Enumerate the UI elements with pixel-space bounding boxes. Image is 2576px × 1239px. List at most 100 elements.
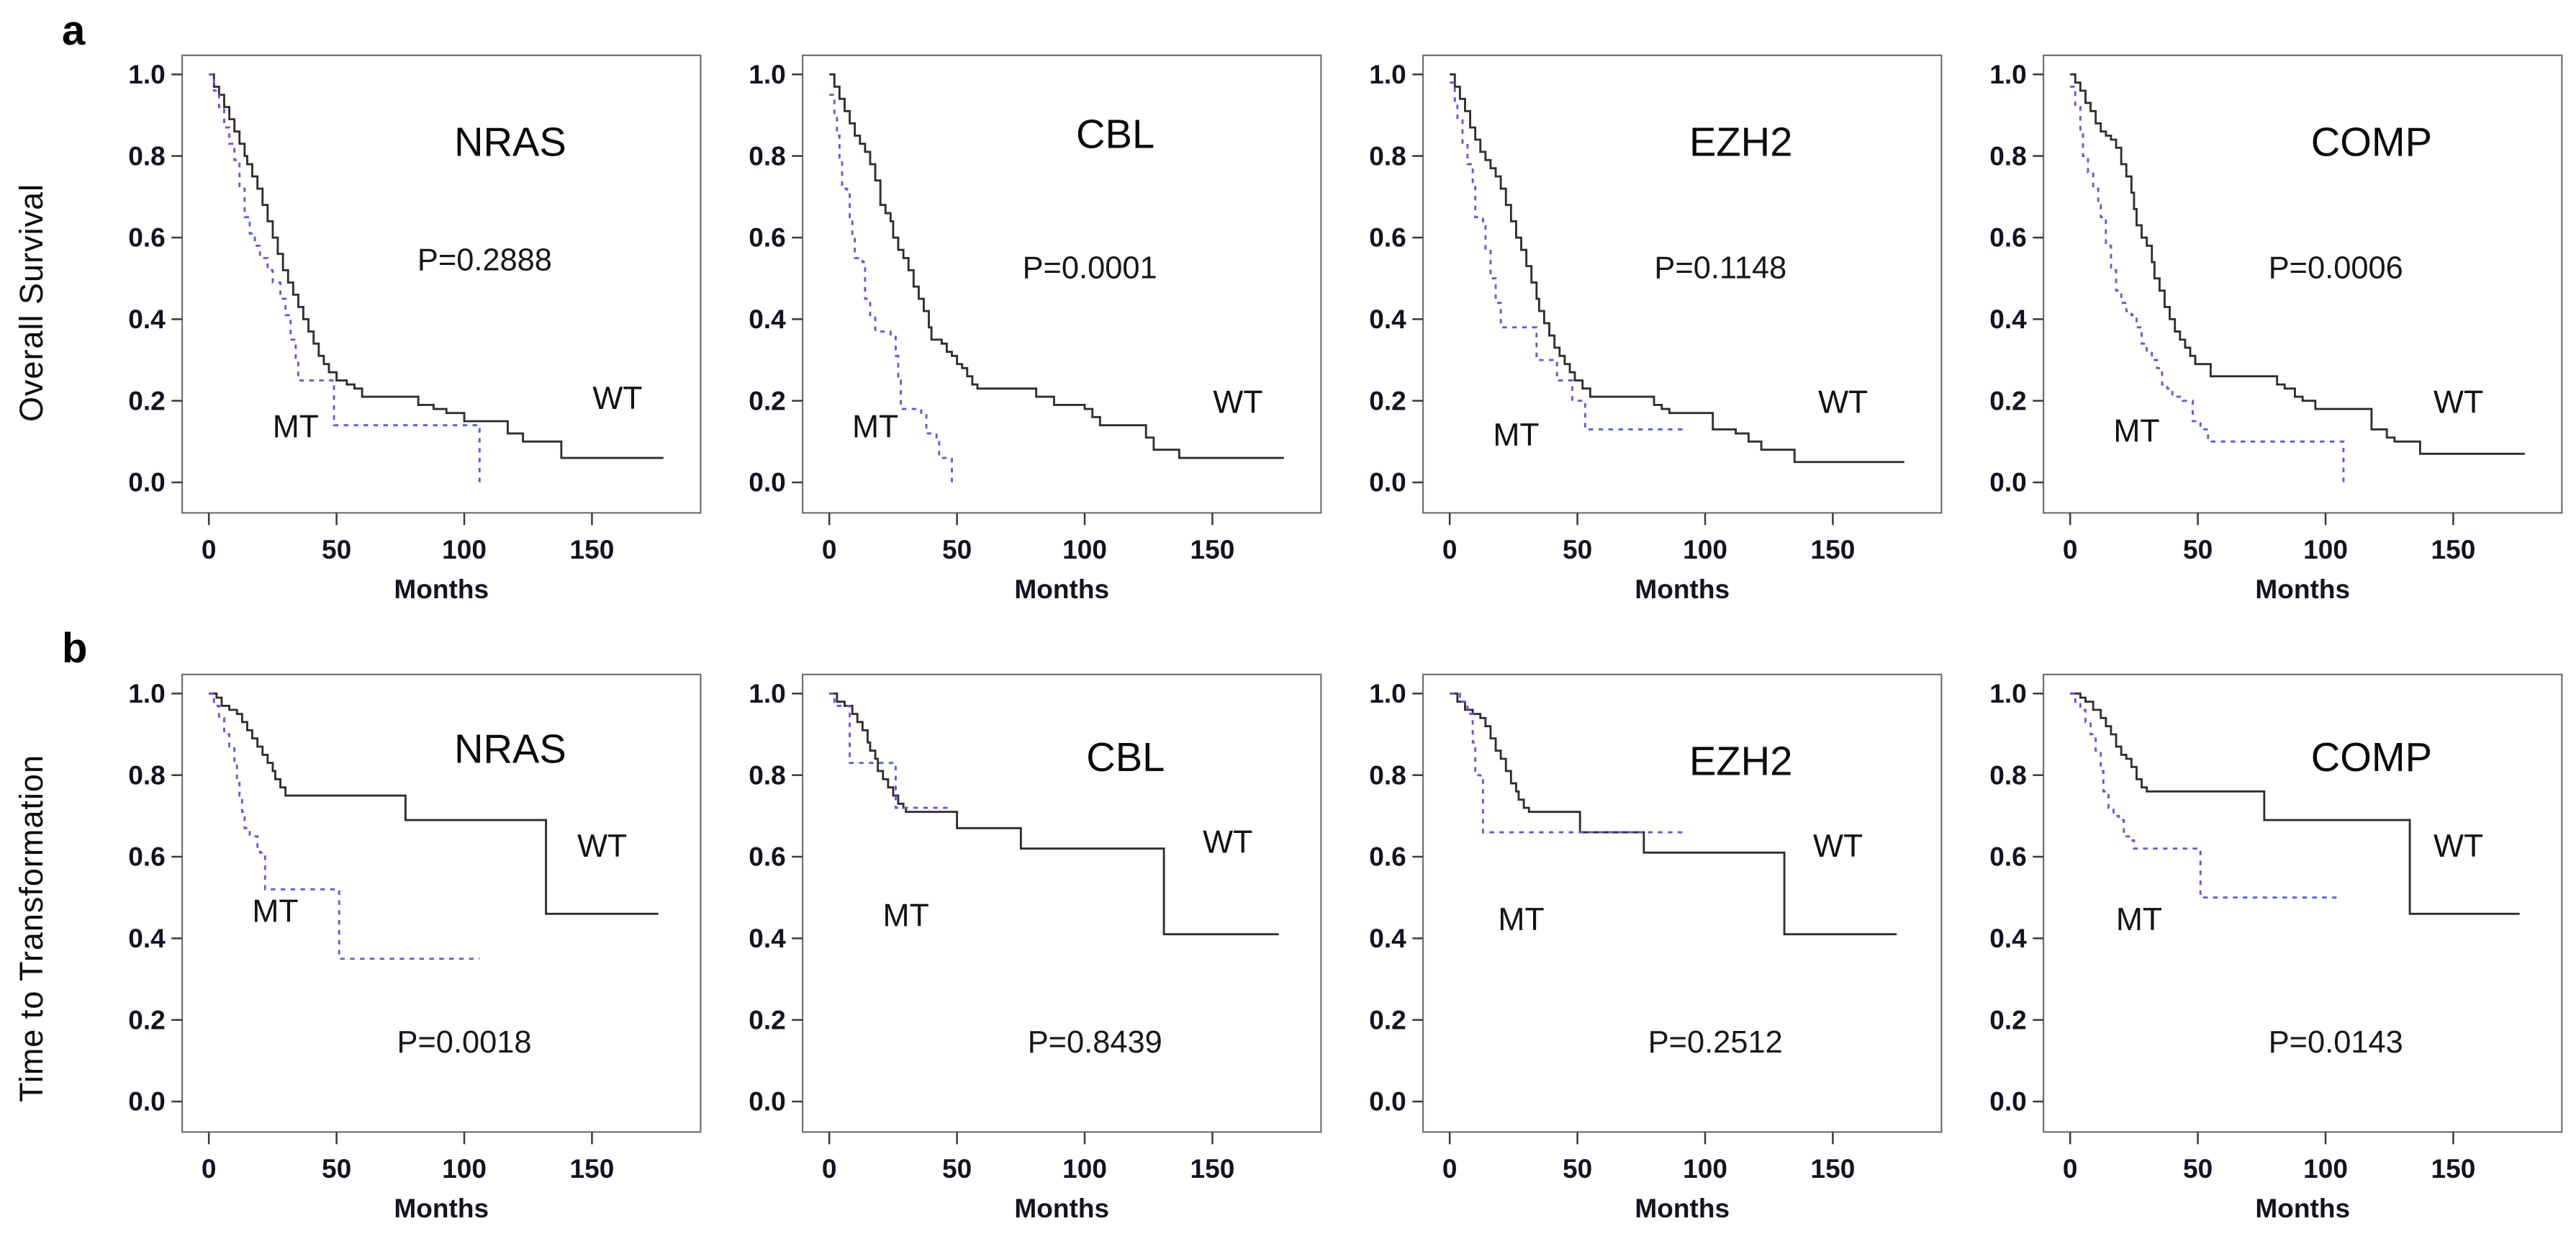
y-tick-label: 0.8 [749,140,786,171]
y-tick-label: 1.0 [1369,678,1406,708]
gene-title: COMP [2311,120,2432,165]
p-value-label: P=0.1148 [1654,251,1786,286]
y-tick-label: 0.0 [1369,1086,1406,1117]
plot-box [1422,673,1943,1133]
y-tick-label: 0.4 [128,304,166,334]
wt-label: WT [1813,829,1863,864]
x-tick-label: 50 [2183,534,2213,564]
x-tick-label: 100 [442,1153,487,1184]
x-tick-label: 0 [2063,1153,2078,1184]
km-panel-a-nras: 1.0 0.8 0.6 0.4 0.2 0.0 0 50 100 150 Months NRAS P=0… [91,24,708,605]
y-tick-label: 0.6 [1369,842,1406,872]
x-tick-label: 150 [1190,1153,1235,1184]
x-axis-title: Months [1014,574,1109,604]
y-tick-label: 0.6 [749,222,786,253]
wt-label: WT [577,829,627,864]
p-value-label: P=0.0001 [1023,251,1157,286]
y-tick-label: 0.4 [1369,923,1406,953]
y-tick-label: 0.6 [1989,222,2027,253]
y-tick-label: 0.4 [1989,304,2027,334]
mt-curve [209,692,480,960]
y-tick-label: 0.4 [128,923,166,953]
x-axis-title: Months [394,574,489,604]
wt-curve [2070,692,2520,915]
row-a-ylabel: Overall Survival [13,183,50,422]
km-chart-a-ezh2: 1.0 0.8 0.6 0.4 0.2 0.0 0 50 100 150 Months EZH2 P=0… [1369,54,1943,604]
km-panel-a-comp: 1.0 0.8 0.6 0.4 0.2 0.0 0 50 100 150 Months COMP P=0… [1952,24,2570,605]
y-tick-label: 1.0 [128,678,166,708]
gene-title: COMP [2311,734,2432,780]
x-tick-label: 100 [1683,1153,1727,1184]
mt-curve [1450,692,1685,834]
wt-curve [2070,73,2525,455]
km-panel-b-cbl: 1.0 0.8 0.6 0.4 0.2 0.0 0 50 100 150 Months CBL P=0.… [711,644,1329,1224]
y-tick-label: 0.4 [1369,304,1406,334]
x-tick-label: 150 [2431,534,2476,564]
p-value-label: P=0.2888 [417,243,552,277]
wt-label: WT [1818,385,1868,420]
x-tick-label: 100 [2303,534,2348,564]
mt-label: MT [852,410,898,445]
y-tick-label: 0.8 [1369,760,1406,790]
y-tick-label: 0.0 [1369,467,1406,497]
y-tick-label: 0.8 [1369,140,1406,171]
y-tick-label: 1.0 [1989,678,2027,708]
plot-box [181,673,702,1133]
y-tick-label: 0.8 [128,140,166,171]
y-tick-label: 0.4 [749,304,786,334]
mt-label: MT [273,410,319,445]
x-tick-label: 150 [1811,534,1856,564]
km-chart-b-ezh2: 1.0 0.8 0.6 0.4 0.2 0.0 0 50 100 150 Months EZH2 P=0… [1369,673,1943,1223]
wt-curve [209,73,664,459]
km-chart-a-nras: 1.0 0.8 0.6 0.4 0.2 0.0 0 50 100 150 Months NRAS P=0… [128,54,702,604]
mt-curve [1450,81,1688,431]
x-tick-label: 50 [322,534,351,564]
y-tick-label: 0.0 [749,1086,786,1117]
y-tick-label: 1.0 [749,59,786,89]
y-tick-label: 0.8 [1989,140,2027,171]
x-axis-title: Months [1635,574,1730,604]
plot-box [2043,54,2563,514]
y-tick-label: 0.8 [1989,760,2027,790]
panel-b-letter: b [62,625,88,672]
wt-curve [1450,692,1897,936]
mt-label: MT [252,894,298,929]
mt-label: MT [2113,413,2159,449]
mt-curve [2070,85,2345,483]
y-tick-label: 0.2 [749,385,786,415]
y-tick-label: 0.2 [1369,1004,1406,1035]
p-value-label: P=0.2512 [1648,1025,1783,1060]
p-value-label: P=0.0143 [2269,1025,2403,1060]
y-tick-label: 0.0 [749,467,786,497]
wt-curve [829,73,1284,459]
x-tick-label: 100 [2303,1153,2348,1184]
y-tick-label: 0.2 [128,385,166,415]
x-tick-label: 150 [1190,534,1235,564]
y-tick-label: 0.8 [749,760,786,790]
x-tick-label: 0 [1442,534,1458,564]
gene-title: EZH2 [1689,739,1792,784]
x-axis-title: Months [1014,1193,1109,1223]
x-tick-label: 50 [2183,1153,2213,1184]
x-tick-label: 100 [1062,534,1107,564]
wt-label: WT [592,381,642,416]
mt-label: MT [1493,418,1539,453]
panel-a-letter: a [62,7,86,54]
plot-box [802,673,1322,1133]
km-chart-b-comp: 1.0 0.8 0.6 0.4 0.2 0.0 0 50 100 150 Months COMP P=0… [1989,673,2563,1223]
km-panel-b-ezh2: 1.0 0.8 0.6 0.4 0.2 0.0 0 50 100 150 Months EZH2 P=0… [1332,644,1949,1224]
y-tick-label: 1.0 [749,678,786,708]
x-axis-title: Months [2255,1193,2350,1223]
gene-title: NRAS [454,726,566,772]
x-axis-title: Months [394,1193,489,1223]
x-tick-label: 0 [202,534,217,564]
x-tick-label: 0 [202,1153,217,1184]
x-axis-title: Months [2255,574,2350,604]
mt-label: MT [2116,902,2162,937]
x-tick-label: 150 [570,534,615,564]
row-b-panels: 1.0 0.8 0.6 0.4 0.2 0.0 0 50 100 150 Months NRAS P=0… [91,644,2575,1224]
x-tick-label: 150 [2431,1153,2476,1184]
km-panel-b-nras: 1.0 0.8 0.6 0.4 0.2 0.0 0 50 100 150 Months NRAS P=0… [91,644,708,1224]
x-tick-label: 0 [2063,534,2078,564]
km-chart-a-cbl: 1.0 0.8 0.6 0.4 0.2 0.0 0 50 100 150 Months CBL P=0.… [749,54,1322,604]
